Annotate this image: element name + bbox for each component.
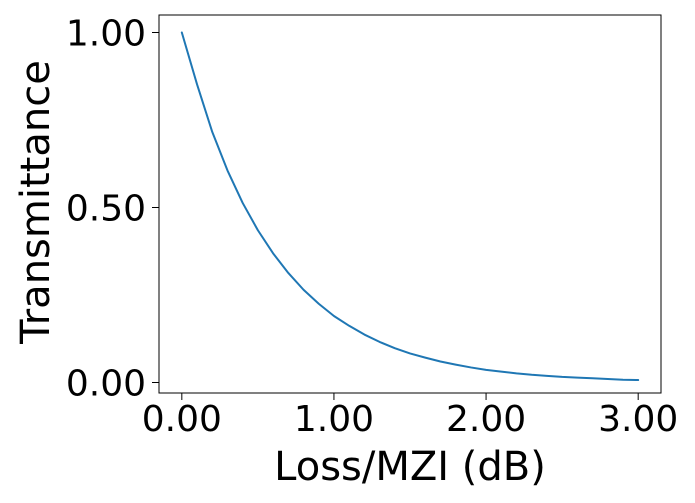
y-tick-label: 1.00 [66,14,146,55]
axis-ticks: 0.00 1.00 2.00 3.00 0.00 0.50 1.00 [66,14,678,441]
y-axis-label: Transmittance [13,60,59,345]
plot-area [180,31,640,382]
y-tick-label: 0.00 [66,364,146,405]
x-axis-label: Loss/MZI (dB) [274,444,546,490]
x-tick-label: 1.00 [294,399,374,440]
y-tick-label: 0.50 [66,189,146,230]
x-tick-label: 3.00 [598,399,678,440]
x-tick-label: 2.00 [446,399,526,440]
x-tick-label: 0.00 [142,399,222,440]
plot-frame [158,14,662,394]
series-line-0 [180,31,640,382]
